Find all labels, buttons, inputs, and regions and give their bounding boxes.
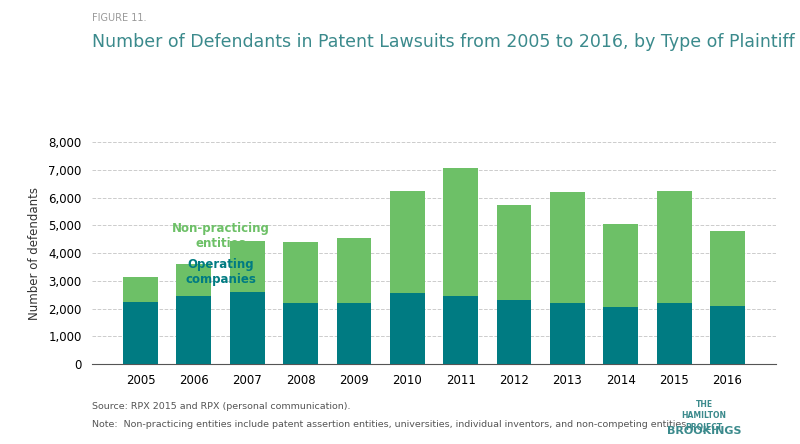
Bar — [283, 242, 318, 303]
Bar — [230, 241, 265, 292]
Bar — [177, 296, 211, 364]
Bar — [657, 303, 691, 364]
Bar — [283, 303, 318, 364]
Bar — [230, 292, 265, 364]
Text: Non-practicing
entities: Non-practicing entities — [171, 222, 270, 250]
Bar — [497, 205, 531, 300]
Bar — [497, 300, 531, 364]
Text: Number of Defendants in Patent Lawsuits from 2005 to 2016, by Type of Plaintiff: Number of Defendants in Patent Lawsuits … — [92, 33, 794, 52]
Text: Operating
companies: Operating companies — [185, 258, 256, 286]
Text: THE
HAMILTON
PROJECT: THE HAMILTON PROJECT — [682, 400, 726, 432]
Bar — [123, 301, 158, 364]
Text: Note:  Non-practicing entities include patent assertion entities, universities, : Note: Non-practicing entities include pa… — [92, 420, 690, 428]
Bar — [603, 224, 638, 307]
Bar — [337, 238, 371, 303]
Bar — [390, 190, 425, 293]
Bar — [710, 306, 745, 364]
Text: FIGURE 11.: FIGURE 11. — [92, 13, 146, 24]
Bar — [390, 293, 425, 364]
Text: Source: RPX 2015 and RPX (personal communication).: Source: RPX 2015 and RPX (personal commu… — [92, 402, 350, 411]
Bar — [603, 307, 638, 364]
Bar — [337, 303, 371, 364]
Bar — [123, 277, 158, 301]
Text: BROOKINGS: BROOKINGS — [666, 426, 742, 436]
Bar — [177, 264, 211, 296]
Bar — [550, 192, 585, 303]
Y-axis label: Number of defendants: Number of defendants — [28, 186, 42, 320]
Bar — [443, 168, 478, 296]
Bar — [550, 303, 585, 364]
Bar — [657, 190, 691, 303]
Bar — [443, 296, 478, 364]
Bar — [710, 231, 745, 306]
